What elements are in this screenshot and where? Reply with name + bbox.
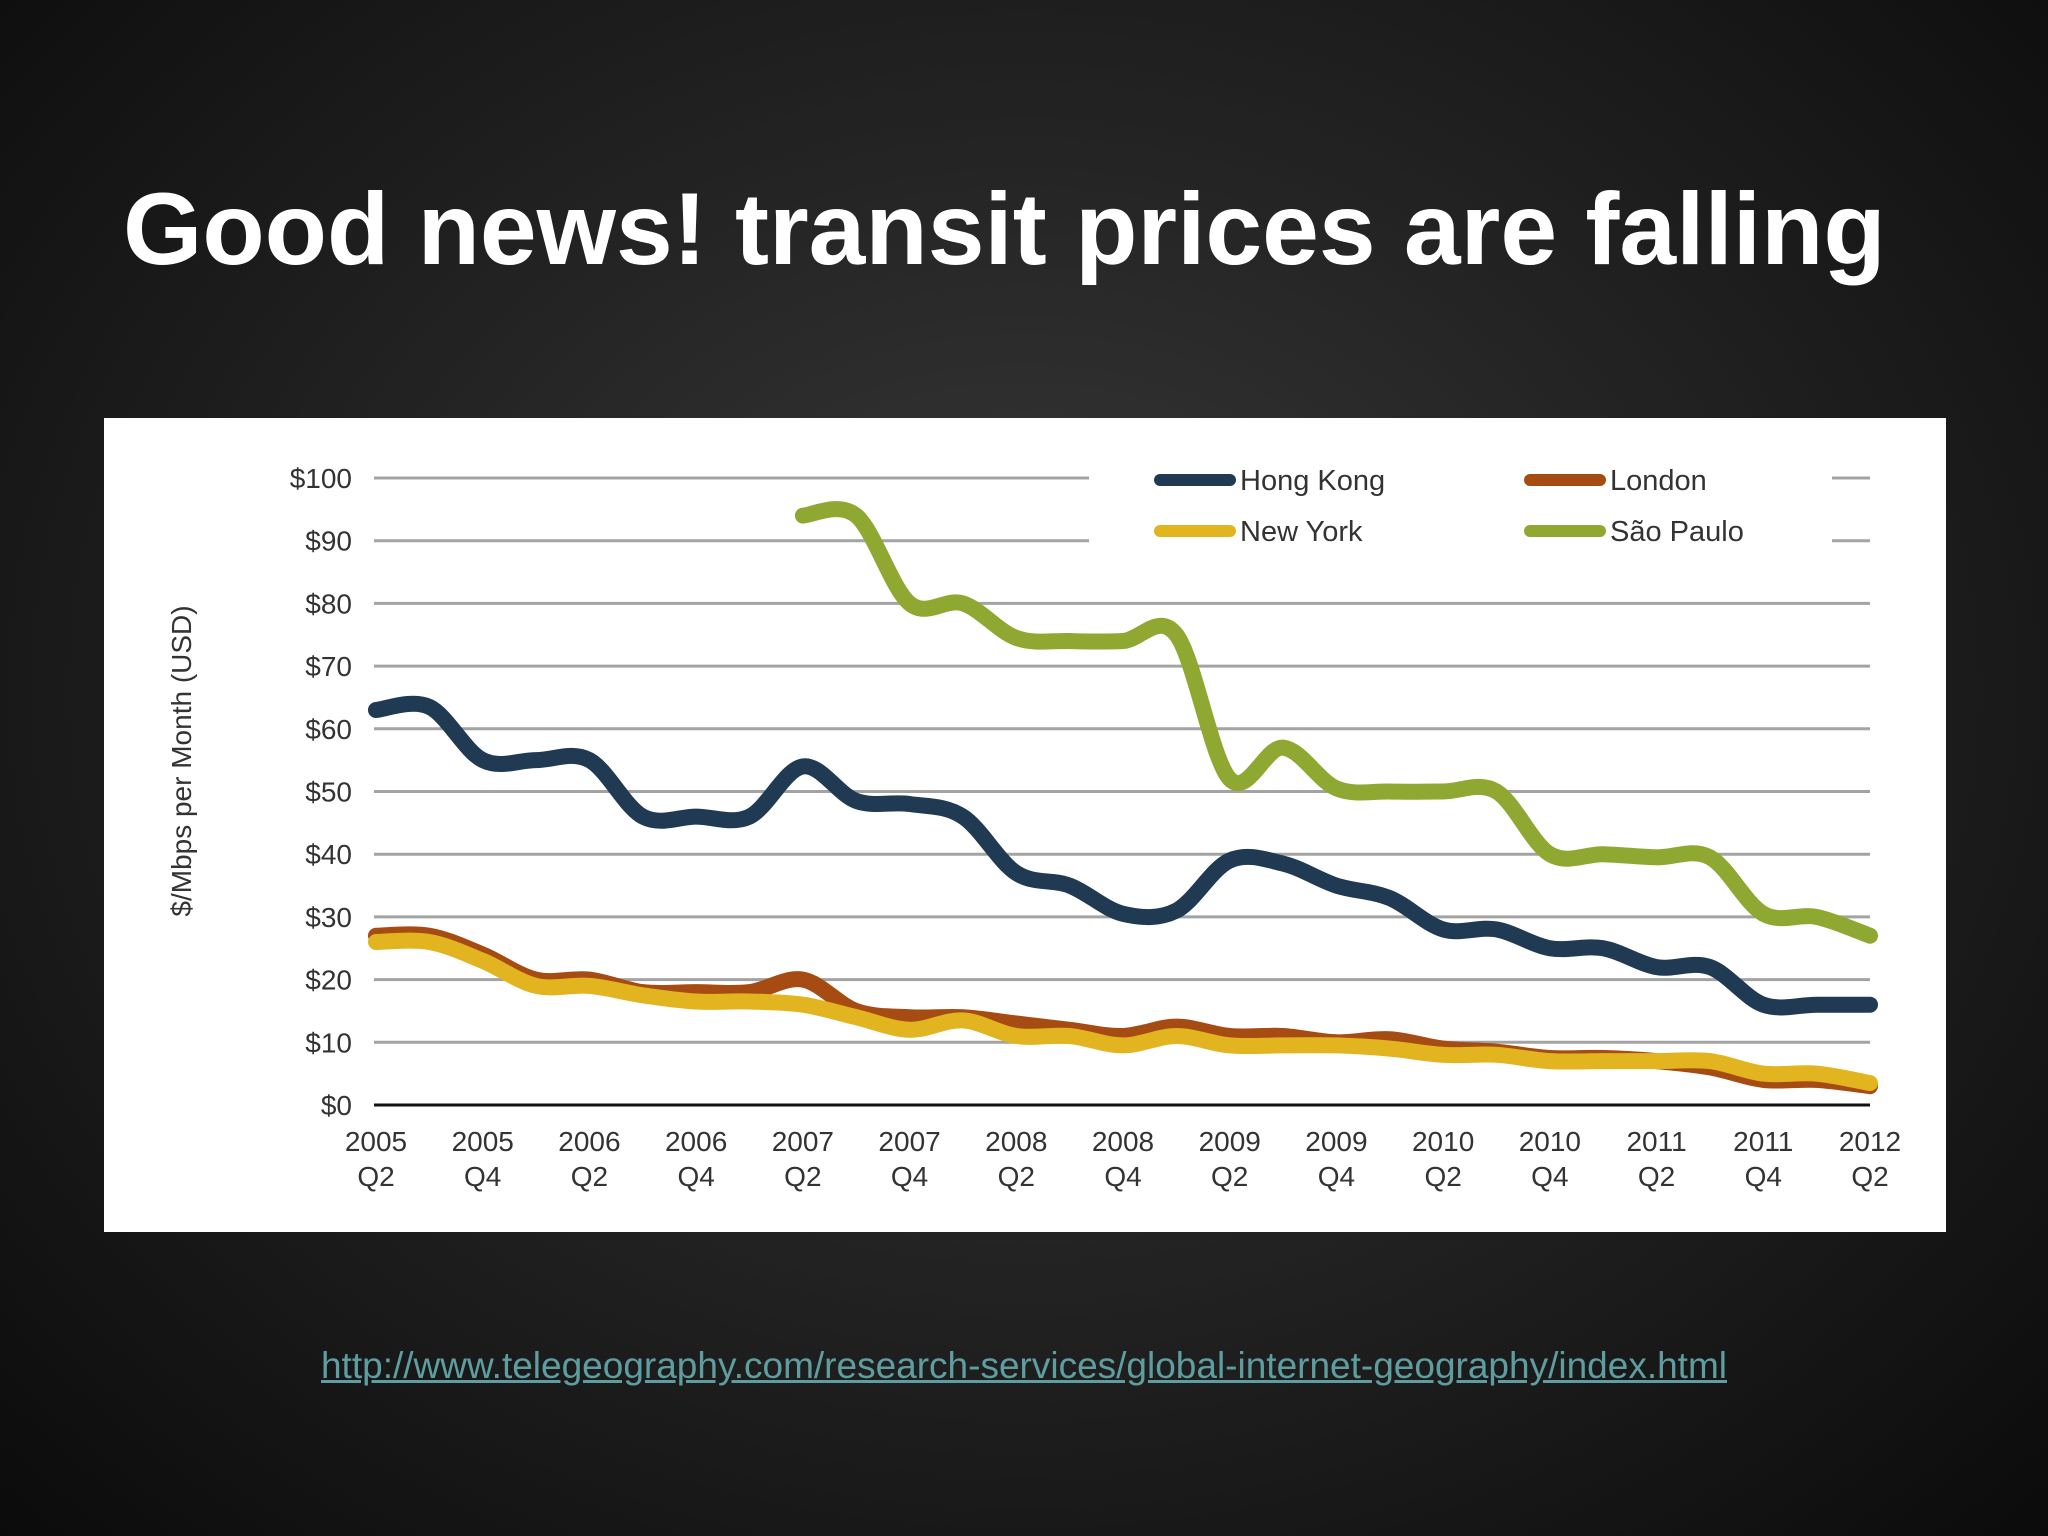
x-tick-label-quarter: Q4 [1104,1161,1141,1192]
x-axis-ticks: 2005 Q2 2005 Q4 2006 Q2 2006 Q4 2007 Q2 2007 Q4 2008… [345,1126,1901,1192]
source-link[interactable]: http://www.telegeography.com/research-se… [320,1345,1728,1386]
x-tick-label-year: 2006 [665,1126,727,1157]
x-tick-label-year: 2008 [1092,1126,1154,1157]
x-tick-label-quarter: Q4 [464,1161,501,1192]
x-tick-label-quarter: Q2 [1851,1161,1888,1192]
y-axis-ticks: $0 $10 $20 $30 $40 $50 $60 $70 $80 $90 $100 [290,463,352,1121]
legend-label-hong-kong: Hong Kong [1240,465,1385,497]
x-tick-label-quarter: Q2 [357,1161,394,1192]
y-tick-label: $80 [305,588,352,619]
x-tick-label-quarter: Q4 [891,1161,928,1192]
x-tick-label-year: 2007 [772,1126,834,1157]
legend: Hong Kong London New York São Paulo [1154,465,1744,548]
x-tick-label-year: 2012 [1839,1126,1901,1157]
x-tick-label-year: 2009 [1199,1126,1261,1157]
y-tick-label: $30 [305,902,352,933]
x-tick-label-year: 2005 [345,1126,407,1157]
x-tick-label-quarter: Q2 [784,1161,821,1192]
y-tick-label: $20 [305,965,352,996]
y-tick-label: $50 [305,777,352,808]
y-tick-label: $100 [290,463,352,494]
series-line-new-york [368,932,1878,1092]
x-tick-label-year: 2010 [1519,1126,1581,1157]
x-tick-label-quarter: Q2 [998,1161,1035,1192]
x-tick-label-year: 2006 [558,1126,620,1157]
x-tick-label-year: 2011 [1626,1126,1686,1157]
y-tick-label: $10 [305,1027,352,1058]
legend-label-london: London [1610,465,1707,497]
legend-label-new-york: New York [1240,516,1363,548]
y-tick-label: $90 [305,526,352,557]
line-chart: $0 $10 $20 $30 $40 $50 $60 $70 $80 $90 $100 2005 Q2… [166,463,1901,1192]
x-tick-label-year: 2011 [1733,1126,1793,1157]
chart-panel: $0 $10 $20 $30 $40 $50 $60 $70 $80 $90 $100 2005 Q2… [104,418,1946,1232]
x-tick-label-quarter: Q2 [1638,1161,1675,1192]
x-tick-label-quarter: Q2 [571,1161,608,1192]
gridlines [374,476,1870,1107]
x-tick-label-quarter: Q2 [1424,1161,1461,1192]
y-axis-label: $/Mbps per Month (USD) [166,605,197,916]
x-tick-label-year: 2010 [1412,1126,1474,1157]
series-line-sao-paulo [794,501,1878,944]
y-tick-label: $0 [321,1090,352,1121]
x-tick-label-quarter: Q4 [1745,1161,1782,1192]
x-tick-label-quarter: Q2 [1211,1161,1248,1192]
x-tick-label-year: 2008 [985,1126,1047,1157]
y-tick-label: $60 [305,714,352,745]
x-tick-label-quarter: Q4 [1531,1161,1568,1192]
slide-title: Good news! transit prices are falling [123,172,1886,286]
x-tick-label-year: 2005 [452,1126,514,1157]
x-tick-label-quarter: Q4 [677,1161,714,1192]
x-tick-label-year: 2007 [878,1126,940,1157]
x-tick-label-year: 2009 [1305,1126,1367,1157]
legend-label-sao-paulo: São Paulo [1610,516,1744,548]
series-line-hong-kong [368,695,1878,1016]
y-tick-label: $70 [305,651,352,682]
y-tick-label: $40 [305,839,352,870]
series-lines [368,501,1878,1095]
x-tick-label-quarter: Q4 [1318,1161,1355,1192]
